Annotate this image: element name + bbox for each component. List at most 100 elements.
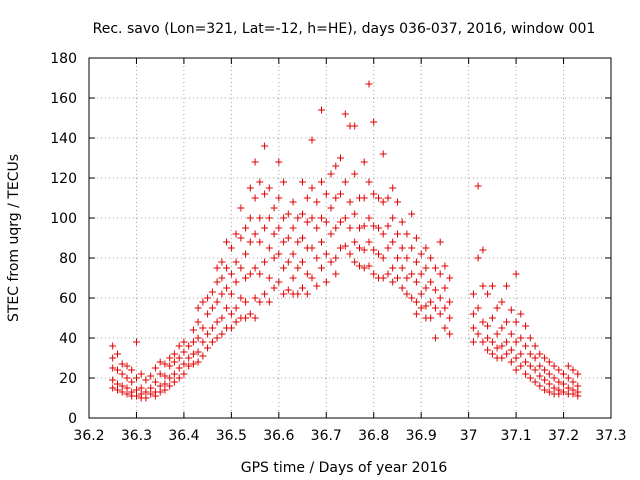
data-point (422, 264, 430, 272)
y-tick-label: 160 (50, 91, 77, 107)
data-point (118, 360, 126, 368)
data-point (322, 218, 330, 226)
data-point (261, 258, 269, 266)
data-point (541, 366, 549, 374)
data-point (299, 210, 306, 218)
data-point (156, 358, 164, 366)
data-point (555, 390, 563, 398)
data-point (270, 284, 278, 292)
data-point (545, 370, 553, 378)
data-point (251, 194, 259, 202)
data-point (289, 274, 297, 282)
x-tick-label: 36.8 (358, 428, 389, 444)
data-point (299, 284, 306, 292)
data-point (261, 190, 269, 198)
data-point (303, 194, 311, 202)
data-point (322, 250, 330, 258)
data-point (555, 366, 563, 374)
data-point (446, 330, 454, 338)
data-point (256, 298, 264, 306)
data-point (227, 270, 235, 278)
data-point (351, 258, 359, 266)
data-point (280, 290, 288, 298)
data-point (284, 286, 292, 294)
data-point (356, 224, 363, 232)
data-point (275, 278, 283, 286)
data-point (170, 370, 178, 378)
data-point (337, 190, 344, 198)
grid-lines (89, 58, 611, 418)
data-point (422, 284, 430, 292)
data-point (327, 230, 335, 238)
data-point (109, 376, 117, 384)
data-point (398, 218, 406, 226)
axis-ticks: 36.2 36.3 36.4 36.5 36.6 36.7 36.8 36.9 37 37.1 37… (50, 51, 626, 444)
data-point (412, 234, 420, 242)
data-point (503, 318, 511, 326)
data-point (531, 354, 539, 362)
data-point (431, 286, 439, 294)
data-point (261, 290, 269, 298)
data-point (232, 230, 240, 238)
data-point (479, 246, 487, 254)
data-point (569, 366, 577, 374)
data-point (170, 378, 178, 386)
data-point (337, 154, 344, 162)
data-point (412, 310, 420, 318)
data-point (251, 314, 259, 322)
data-point (133, 392, 140, 400)
data-point (170, 358, 178, 366)
data-point (327, 170, 335, 178)
data-point (180, 360, 188, 368)
data-point (531, 366, 539, 374)
data-point (199, 338, 207, 346)
data-point (446, 314, 454, 322)
data-point (493, 330, 501, 338)
data-point (213, 264, 221, 272)
data-point (436, 238, 444, 246)
data-point (109, 354, 117, 362)
data-point (469, 338, 477, 346)
y-tick-label: 140 (50, 131, 77, 147)
data-point (431, 304, 439, 312)
data-point (484, 346, 492, 354)
data-point (313, 198, 321, 206)
data-point (270, 204, 278, 212)
data-point (370, 118, 378, 126)
data-point (194, 318, 202, 326)
data-point (545, 358, 553, 366)
data-point (503, 282, 511, 290)
data-point (242, 298, 250, 306)
data-point (484, 322, 492, 330)
data-point (446, 298, 454, 306)
data-point (303, 270, 311, 278)
x-tick-label: 36.4 (168, 428, 199, 444)
data-point (147, 384, 155, 392)
data-point (199, 298, 207, 306)
data-point (280, 238, 288, 246)
data-point (303, 218, 311, 226)
data-point (161, 372, 169, 380)
data-point (299, 258, 306, 266)
data-point (242, 250, 250, 258)
data-point (185, 342, 193, 350)
data-point (332, 254, 340, 262)
data-point (360, 264, 368, 272)
data-point (223, 284, 231, 292)
data-point (512, 338, 520, 346)
data-point (284, 210, 292, 218)
data-point (294, 264, 302, 272)
data-point (389, 264, 397, 272)
data-point (384, 222, 392, 230)
data-point (403, 230, 411, 238)
data-point (526, 350, 534, 358)
data-point (389, 214, 397, 222)
x-tick-label: 36.3 (121, 428, 152, 444)
data-point (488, 350, 496, 358)
data-point (199, 352, 207, 360)
data-point (180, 338, 188, 346)
data-point (308, 136, 316, 144)
data-point (294, 290, 302, 298)
data-point (213, 318, 221, 326)
data-point (417, 250, 425, 258)
